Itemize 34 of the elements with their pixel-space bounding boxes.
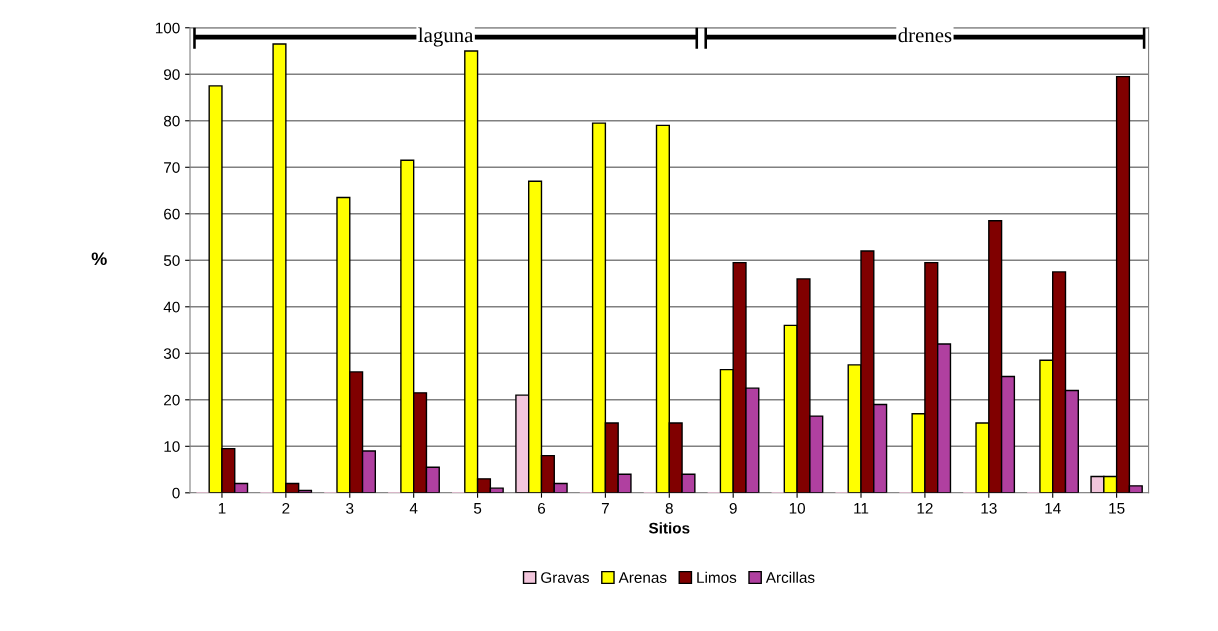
x-tick-label: 2 [282,502,290,514]
legend-label: Limos [697,571,737,583]
x-tick-label: 1 [218,503,226,514]
y-tick-label: 10 [164,441,180,452]
y-tick-label: 0 [172,487,180,499]
y-tick-label: 70 [164,162,180,173]
x-tick-label: 6 [538,502,546,514]
x-tick-label: 5 [473,503,482,514]
x-tick-label: 14 [1045,503,1061,514]
annotation: laguna [418,27,474,47]
y-tick-label: 30 [163,348,180,359]
y-tick-label: 60 [164,208,180,220]
y-tick-label: 50 [163,255,180,266]
x-tick-label: 10 [789,502,805,514]
x-tick-label: 13 [981,502,997,514]
y-tick-label: 100 [155,22,180,34]
y-tick-label: 80 [163,115,180,127]
x-tick-label: 7 [601,503,609,514]
y-axis-title: % [91,252,107,266]
x-tick-label: 9 [729,502,737,514]
x-tick-label: 12 [917,502,933,514]
y-tick-label: 20 [164,394,180,406]
legend-label: Gravas [541,572,590,583]
annotation: drenes [898,27,952,43]
x-tick-label: 4 [409,503,418,514]
x-tick-label: 15 [1109,503,1125,514]
x-tick-label: 11 [854,503,869,514]
x-tick-label: 3 [346,502,354,514]
x-tick-label: 8 [665,502,673,514]
legend-label: Arcillas [765,571,815,583]
legend-label: Arenas [618,572,667,583]
y-tick-label: 40 [163,301,180,313]
x-axis-title: Sitios [648,522,690,534]
y-tick-label: 90 [164,69,180,80]
